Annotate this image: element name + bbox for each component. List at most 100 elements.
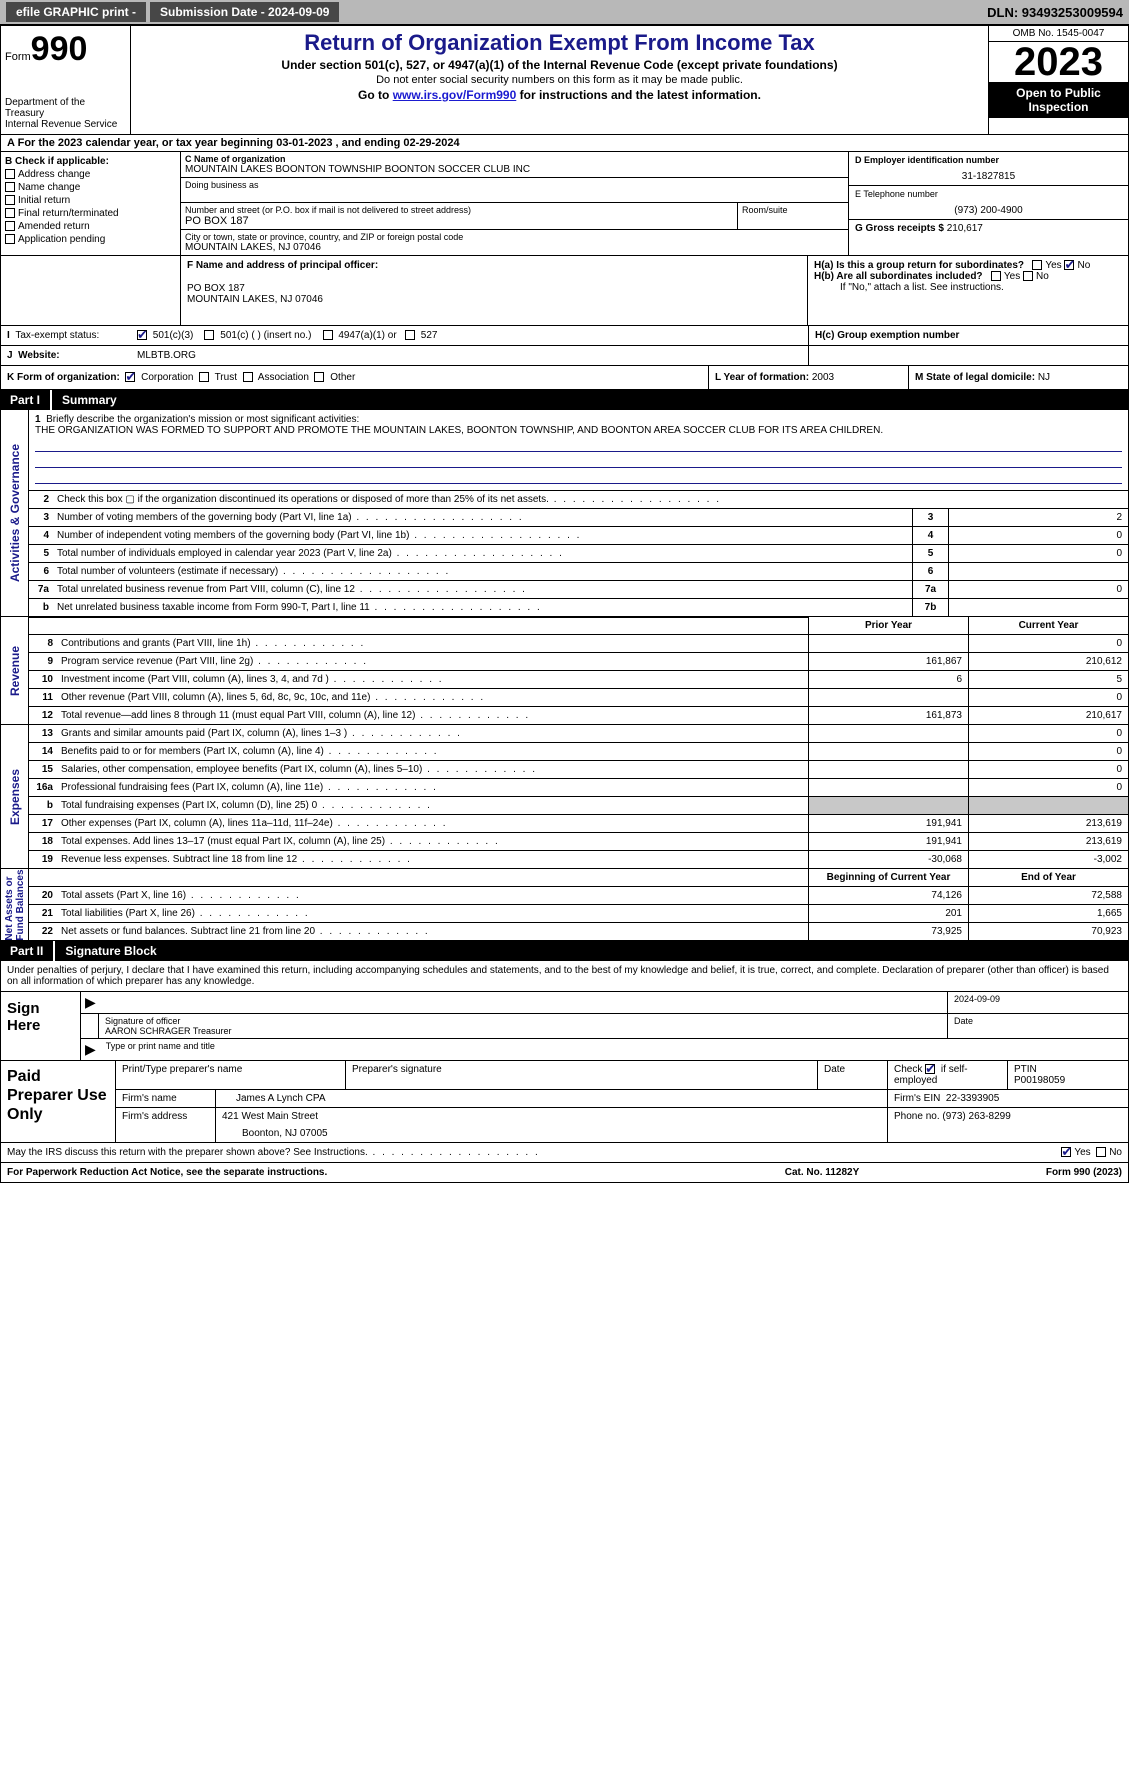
signature-declaration: Under penalties of perjury, I declare th… [0, 961, 1129, 992]
b-label: B Check if applicable: [5, 156, 176, 167]
form-title: Return of Organization Exempt From Incom… [139, 30, 980, 56]
chk-app-pending[interactable]: Application pending [5, 234, 176, 245]
gov-row: bNet unrelated business taxable income f… [29, 599, 1128, 616]
paid-prep-label: Paid Preparer Use Only [1, 1061, 116, 1142]
firm-phone: (973) 263-8299 [942, 1111, 1010, 1122]
open-public: Open to Public Inspection [989, 82, 1128, 118]
chk-final-return[interactable]: Final return/terminated [5, 208, 176, 219]
goto-post: for instructions and the latest informat… [516, 88, 761, 102]
ha-no[interactable] [1064, 260, 1074, 270]
prep-name-label: Print/Type preparer's name [116, 1061, 346, 1089]
vlabel-governance: Activities & Governance [8, 444, 22, 582]
city-label: City or town, state or province, country… [185, 232, 844, 242]
discuss-question: May the IRS discuss this return with the… [7, 1147, 1061, 1158]
arrow-icon: ▶ [81, 1039, 100, 1060]
subtitle-1: Under section 501(c), 527, or 4947(a)(1)… [139, 58, 980, 72]
footer: For Paperwork Reduction Act Notice, see … [0, 1163, 1129, 1183]
row-i: I Tax-exempt status: 501(c)(3) 501(c) ( … [0, 326, 1129, 346]
gross-label: G Gross receipts $ [855, 223, 944, 234]
prep-date-label: Date [818, 1061, 888, 1089]
row-j: J Website: MLBTB.ORG [0, 346, 1129, 366]
form-header: Form990 Department of the Treasury Inter… [0, 25, 1129, 135]
data-row: 12Total revenue—add lines 8 through 11 (… [29, 707, 1128, 724]
gov-row: 5Total number of individuals employed in… [29, 545, 1128, 563]
efile-print-label: efile GRAPHIC print - [6, 2, 146, 22]
gov-row: 2Check this box ▢ if the organization di… [29, 491, 1128, 509]
calyear-text: For the 2023 calendar year, or tax year … [18, 137, 460, 149]
hb-row: H(b) Are all subordinates included? Yes … [814, 271, 1122, 282]
f-label: F Name and address of principal officer: [187, 260, 801, 271]
firm-addr-label: Firm's address [116, 1108, 216, 1142]
chk-501c3[interactable] [137, 330, 147, 340]
chk-4947[interactable] [323, 330, 333, 340]
discuss-no[interactable] [1096, 1147, 1106, 1157]
sign-here-block: Sign Here ▶ 2024-09-09 Signature of offi… [0, 992, 1129, 1061]
subtitle-2: Do not enter social security numbers on … [139, 74, 980, 86]
column-b: B Check if applicable: Address change Na… [1, 152, 181, 255]
dln: DLN: 93493253009594 [987, 5, 1123, 20]
data-row: 17Other expenses (Part IX, column (A), l… [29, 815, 1128, 833]
arrow-icon: ▶ [81, 992, 100, 1013]
data-row: 11Other revenue (Part VIII, column (A), … [29, 689, 1128, 707]
chk-corp[interactable] [125, 372, 135, 382]
ha-yes[interactable] [1032, 260, 1042, 270]
end-year-hdr: End of Year [968, 869, 1128, 886]
ptin-label: PTIN [1014, 1064, 1122, 1075]
revenue-section: Revenue Prior YearCurrent Year 8Contribu… [0, 617, 1129, 725]
irs-link[interactable]: www.irs.gov/Form990 [393, 88, 517, 102]
phone-label: Phone no. [894, 1111, 940, 1122]
data-row: 9Program service revenue (Part VIII, lin… [29, 653, 1128, 671]
city: MOUNTAIN LAKES, NJ 07046 [185, 242, 844, 253]
sign-here-label: Sign Here [1, 992, 81, 1060]
ein: 31-1827815 [855, 171, 1122, 182]
m-label: M State of legal domicile: [915, 372, 1035, 383]
subtitle-3: Go to www.irs.gov/Form990 for instructio… [139, 88, 980, 102]
org-name: MOUNTAIN LAKES BOONTON TOWNSHIP BOONTON … [185, 164, 844, 175]
data-row: 22Net assets or fund balances. Subtract … [29, 923, 1128, 940]
hb-no[interactable] [1023, 271, 1033, 281]
sig-officer-label: Signature of officer [105, 1016, 941, 1026]
part1-header: Part I Summary [0, 390, 1129, 410]
section-bcd: B Check if applicable: Address change Na… [0, 152, 1129, 256]
data-row: 13Grants and similar amounts paid (Part … [29, 725, 1128, 743]
chk-name-change[interactable]: Name change [5, 182, 176, 193]
chk-amended[interactable]: Amended return [5, 221, 176, 232]
tax-year: 2023 [989, 42, 1128, 82]
chk-assoc[interactable] [243, 372, 253, 382]
tel-label: E Telephone number [855, 189, 1122, 199]
ein-label: D Employer identification number [855, 155, 1122, 165]
submission-date: Submission Date - 2024-09-09 [150, 2, 339, 22]
firm-ein: 22-3393905 [946, 1093, 999, 1104]
hb-yes[interactable] [991, 271, 1001, 281]
chk-initial-return[interactable]: Initial return [5, 195, 176, 206]
chk-address-change[interactable]: Address change [5, 169, 176, 180]
row-fh: F Name and address of principal officer:… [0, 256, 1129, 326]
prior-year-hdr: Prior Year [808, 617, 968, 634]
chk-self-employed[interactable] [925, 1064, 935, 1074]
row-k: K Form of organization: Corporation Trus… [0, 366, 1129, 390]
chk-527[interactable] [405, 330, 415, 340]
gov-row: 3Number of voting members of the governi… [29, 509, 1128, 527]
discuss-yes[interactable] [1061, 1147, 1071, 1157]
column-c: C Name of organization MOUNTAIN LAKES BO… [181, 152, 848, 255]
officer-addr1: PO BOX 187 [187, 283, 801, 294]
vlabel-expenses: Expenses [8, 768, 22, 824]
telephone: (973) 200-4900 [855, 205, 1122, 216]
part2-header: Part II Signature Block [0, 941, 1129, 961]
data-row: 8Contributions and grants (Part VIII, li… [29, 635, 1128, 653]
netassets-section: Net Assets or Fund Balances Beginning of… [0, 869, 1129, 941]
form-word: Form [5, 51, 31, 63]
gross-receipts: 210,617 [947, 223, 983, 234]
column-d: D Employer identification number 31-1827… [848, 152, 1128, 255]
data-row: 18Total expenses. Add lines 13–17 (must … [29, 833, 1128, 851]
chk-trust[interactable] [199, 372, 209, 382]
data-row: 14Benefits paid to or for members (Part … [29, 743, 1128, 761]
part1-num: Part I [0, 390, 52, 410]
chk-501c[interactable] [204, 330, 214, 340]
street-label: Number and street (or P.O. box if mail i… [185, 205, 733, 215]
hb-note: If "No," attach a list. See instructions… [814, 282, 1122, 293]
chk-other[interactable] [314, 372, 324, 382]
data-row: 15Salaries, other compensation, employee… [29, 761, 1128, 779]
governance-section: Activities & Governance 1 Briefly descri… [0, 410, 1129, 617]
date-label: Date [948, 1014, 1128, 1038]
